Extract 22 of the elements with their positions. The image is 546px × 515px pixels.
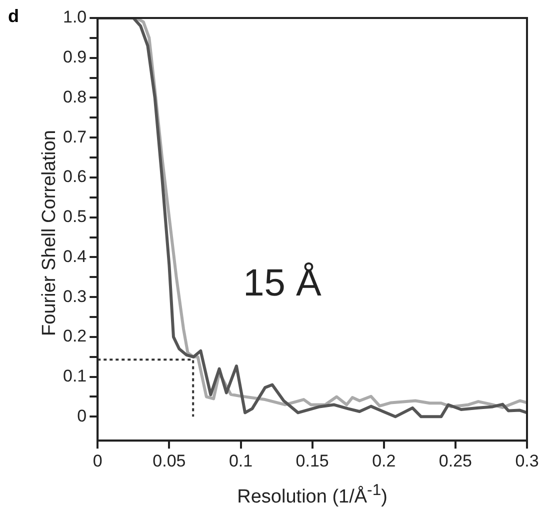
x-tick-label: 0.1 [228, 451, 253, 470]
x-tick-label: 0.2 [372, 451, 396, 470]
y-tick-label: 0.4 [62, 246, 87, 266]
y-tick-label: 0.3 [62, 286, 87, 306]
y-tick-label: 0.1 [62, 366, 87, 386]
y-tick-label: 0.6 [62, 167, 87, 186]
x-tick-label: 0.25 [438, 451, 472, 470]
x-tick-label: 0 [92, 451, 102, 470]
x-tick-label: 0.3 [515, 451, 539, 470]
y-tick-label: 0.7 [62, 127, 87, 146]
y-tick-label: 0.9 [62, 48, 87, 67]
y-tick-label: 0 [77, 406, 87, 426]
y-tick-label: 0.8 [62, 87, 87, 106]
y-tick-label: 0.2 [62, 326, 87, 346]
y-tick-label: 0.5 [62, 207, 87, 226]
text: d [8, 6, 19, 27]
y-axis-title: Fourier Shell Correlation [39, 129, 61, 338]
x-tick-label: 0.15 [296, 451, 329, 470]
annotation: 15 Å [243, 262, 322, 306]
x-axis-title: Resolution (1/Å$^{-1}$) [236, 482, 388, 508]
x-tick-label: 0.05 [152, 451, 186, 470]
y-tick-label: 1.0 [62, 8, 87, 27]
